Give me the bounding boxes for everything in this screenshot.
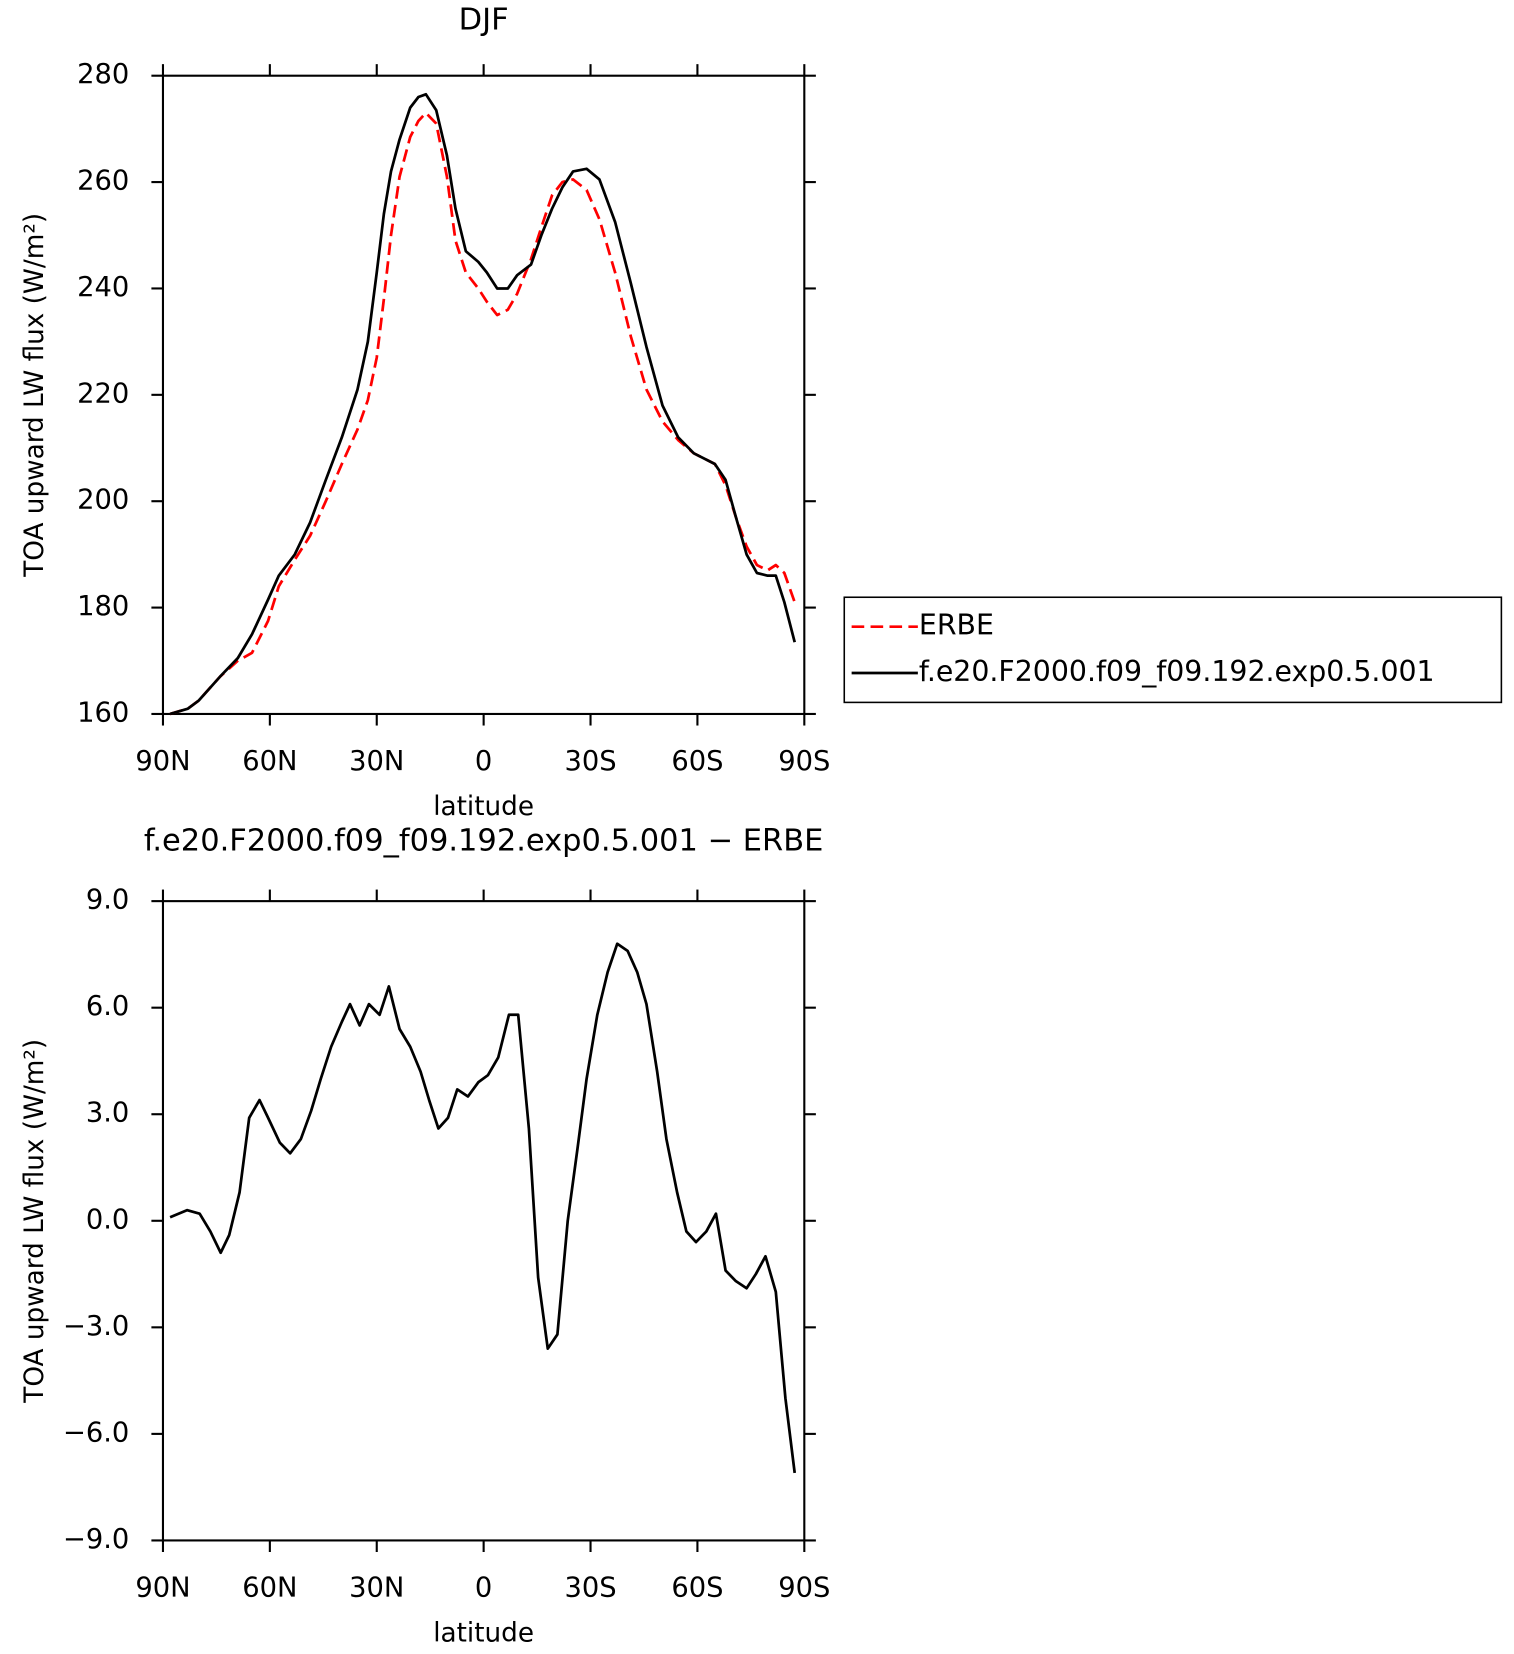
x-tick-label: 30S xyxy=(564,746,616,777)
y-tick-label: 160 xyxy=(77,697,129,728)
chart-title: DJF xyxy=(459,3,509,38)
x-tick-label: 30S xyxy=(564,1572,616,1603)
y-tick-label: 260 xyxy=(77,166,129,197)
y-tick-label: 6.0 xyxy=(86,991,129,1022)
legend-label: f.e20.F2000.f09_f09.192.exp0.5.001 xyxy=(919,655,1435,688)
data-line xyxy=(169,111,796,716)
x-tick-label: 30N xyxy=(349,746,404,777)
x-tick-label: 0 xyxy=(475,746,492,777)
y-axis-label: TOA upward LW flux (W/m²) xyxy=(20,213,50,578)
data-line xyxy=(169,92,797,716)
x-axis-label: latitude xyxy=(433,1619,534,1649)
x-tick-label: 60S xyxy=(671,746,723,777)
x-tick-label: 60N xyxy=(242,1572,297,1603)
plot-frame xyxy=(161,900,806,1542)
x-tick-label: 90N xyxy=(135,746,190,777)
x-axis-label: latitude xyxy=(433,792,534,822)
y-tick-label: 280 xyxy=(77,59,129,90)
x-tick-label: 0 xyxy=(475,1572,492,1603)
y-tick-label: 0.0 xyxy=(86,1204,129,1235)
x-tick-label: 30N xyxy=(349,1572,404,1603)
y-tick-label: 240 xyxy=(77,272,129,303)
x-tick-label: 90S xyxy=(778,746,830,777)
y-tick-label: 180 xyxy=(77,591,129,622)
y-tick-label: −3.0 xyxy=(63,1311,129,1342)
y-tick-label: −9.0 xyxy=(63,1524,129,1555)
chart-title: f.e20.F2000.f09_f09.192.exp0.5.001 − ERB… xyxy=(144,824,824,859)
x-tick-label: 90S xyxy=(778,1572,830,1603)
y-tick-label: 9.0 xyxy=(86,885,129,916)
legend-label: ERBE xyxy=(919,609,994,642)
data-line xyxy=(169,942,797,1474)
legend-box xyxy=(843,596,1503,704)
y-tick-label: 3.0 xyxy=(86,1098,129,1129)
x-tick-label: 60N xyxy=(242,746,297,777)
y-tick-label: −6.0 xyxy=(63,1417,129,1448)
y-axis-label: TOA upward LW flux (W/m²) xyxy=(20,1039,50,1404)
y-tick-label: 220 xyxy=(77,378,129,409)
y-tick-label: 200 xyxy=(77,485,129,516)
x-tick-label: 90N xyxy=(135,1572,190,1603)
x-tick-label: 60S xyxy=(671,1572,723,1603)
